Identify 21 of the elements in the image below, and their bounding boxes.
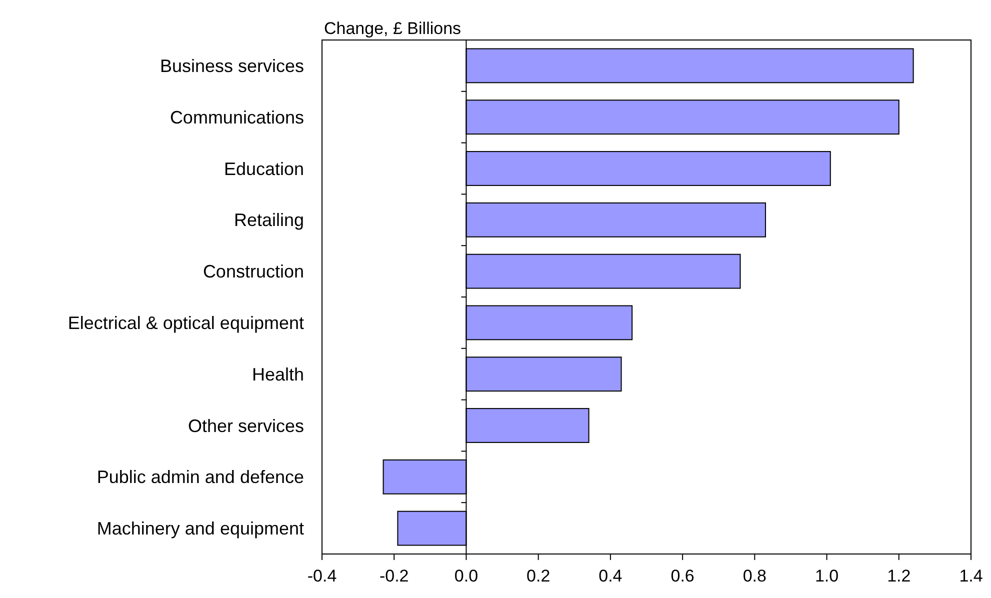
x-tick-label: -0.2 bbox=[379, 566, 409, 586]
y-tick-label: Communications bbox=[170, 107, 304, 128]
y-tick-label: Education bbox=[224, 158, 304, 179]
x-tick-label: 0.2 bbox=[526, 566, 550, 586]
x-tick-label: 0.4 bbox=[598, 566, 622, 586]
x-tick-label: 1.2 bbox=[887, 566, 911, 586]
chart-title: Change, £ Billions bbox=[324, 19, 462, 38]
x-tick-label: 0.6 bbox=[670, 566, 694, 586]
y-tick-label: Retailing bbox=[234, 210, 304, 230]
y-tick-label: Construction bbox=[202, 262, 304, 282]
x-tick-label: -0.4 bbox=[307, 566, 337, 586]
y-tick-label: Machinery and equipment bbox=[96, 518, 304, 539]
x-tick-label: 0.0 bbox=[454, 566, 478, 586]
y-tick-label: Electrical & optical equipment bbox=[68, 313, 304, 333]
y-tick-label: Public admin and defence bbox=[96, 467, 304, 488]
x-tick-label: 1.4 bbox=[959, 566, 983, 586]
y-tick-label: Health bbox=[252, 364, 304, 384]
x-tick-label: 1.0 bbox=[814, 566, 839, 586]
x-tick-label: 0.8 bbox=[742, 566, 766, 586]
y-tick-label: Business services bbox=[160, 56, 304, 76]
y-tick-label: Other services bbox=[188, 416, 304, 436]
